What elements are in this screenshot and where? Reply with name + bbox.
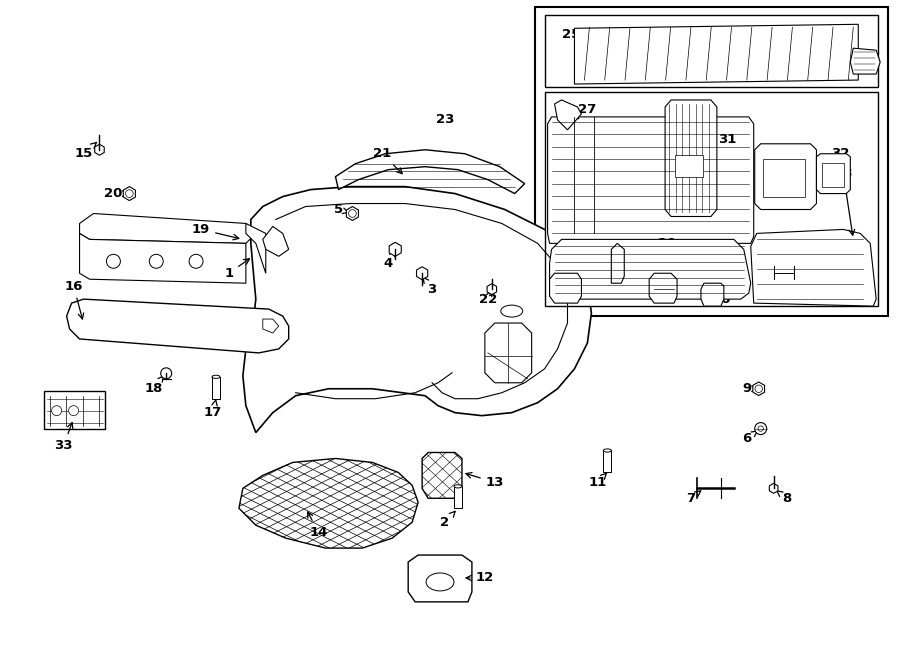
Circle shape <box>348 210 356 217</box>
Text: 32: 32 <box>824 147 850 171</box>
Text: 21: 21 <box>374 147 402 174</box>
Circle shape <box>755 385 762 393</box>
Polygon shape <box>649 273 677 303</box>
Bar <box>762 159 805 196</box>
Text: 22: 22 <box>479 290 497 305</box>
Text: 29: 29 <box>658 237 676 279</box>
Polygon shape <box>850 48 880 74</box>
Polygon shape <box>336 150 525 194</box>
Polygon shape <box>79 214 256 243</box>
Circle shape <box>125 190 133 198</box>
Polygon shape <box>550 239 751 299</box>
Polygon shape <box>554 100 581 130</box>
Polygon shape <box>574 24 859 84</box>
Polygon shape <box>547 117 753 243</box>
Ellipse shape <box>500 305 523 317</box>
Polygon shape <box>238 459 418 548</box>
Text: 19: 19 <box>192 223 238 240</box>
Ellipse shape <box>454 485 462 488</box>
Text: 26: 26 <box>811 28 859 55</box>
Text: 28: 28 <box>834 167 855 235</box>
Polygon shape <box>611 243 625 283</box>
Circle shape <box>149 254 163 268</box>
Text: 13: 13 <box>466 473 504 489</box>
Bar <box>544 92 878 306</box>
Polygon shape <box>751 229 877 306</box>
Text: 23: 23 <box>436 114 454 126</box>
Text: 14: 14 <box>308 512 328 539</box>
Text: 5: 5 <box>334 203 349 216</box>
Polygon shape <box>816 154 850 194</box>
Text: 18: 18 <box>144 376 164 395</box>
Bar <box>535 7 888 316</box>
Text: 27: 27 <box>572 103 597 119</box>
Circle shape <box>68 406 78 416</box>
Text: 8: 8 <box>777 490 791 505</box>
Text: 4: 4 <box>383 251 394 270</box>
Text: 20: 20 <box>104 187 129 200</box>
Text: 30: 30 <box>712 293 730 305</box>
Bar <box>544 15 878 87</box>
Text: 16: 16 <box>65 280 84 319</box>
Polygon shape <box>701 283 724 306</box>
Bar <box>44 391 105 428</box>
Text: 17: 17 <box>204 400 222 419</box>
Text: 9: 9 <box>742 382 758 395</box>
Bar <box>675 155 703 176</box>
Circle shape <box>758 426 763 431</box>
Circle shape <box>755 422 767 434</box>
Text: 30: 30 <box>567 256 587 282</box>
Text: 12: 12 <box>466 572 494 584</box>
Polygon shape <box>665 100 717 217</box>
Bar <box>454 486 462 508</box>
Polygon shape <box>246 223 266 273</box>
Circle shape <box>106 254 121 268</box>
Text: 1: 1 <box>224 258 249 280</box>
Text: 24: 24 <box>605 28 638 52</box>
Polygon shape <box>422 453 462 498</box>
Text: 33: 33 <box>54 422 73 452</box>
Text: 25: 25 <box>562 28 580 41</box>
Polygon shape <box>755 144 816 210</box>
Text: 7: 7 <box>687 490 701 505</box>
Polygon shape <box>485 323 532 383</box>
Text: 3: 3 <box>423 277 436 295</box>
Bar <box>603 451 611 473</box>
Polygon shape <box>243 186 591 432</box>
Bar <box>212 377 220 399</box>
Text: 2: 2 <box>440 512 455 529</box>
Circle shape <box>51 406 61 416</box>
Polygon shape <box>263 319 279 333</box>
Ellipse shape <box>603 449 611 452</box>
Bar <box>823 163 844 186</box>
Text: 6: 6 <box>742 431 757 445</box>
Polygon shape <box>550 273 581 303</box>
Text: 11: 11 <box>589 473 607 489</box>
Circle shape <box>189 254 203 268</box>
Polygon shape <box>409 555 472 602</box>
Polygon shape <box>79 233 246 283</box>
Text: 10: 10 <box>618 267 636 280</box>
Polygon shape <box>67 299 289 353</box>
Text: 15: 15 <box>75 142 96 160</box>
Ellipse shape <box>426 573 454 591</box>
Ellipse shape <box>212 375 220 378</box>
Polygon shape <box>263 227 289 256</box>
Circle shape <box>161 368 172 379</box>
Text: 31: 31 <box>698 134 736 153</box>
